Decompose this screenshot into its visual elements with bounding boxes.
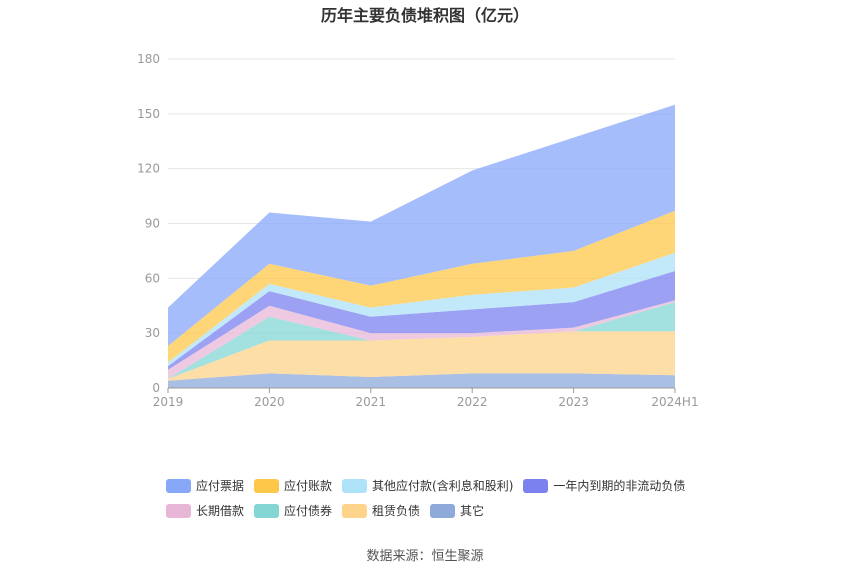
legend-swatch: [166, 503, 191, 518]
area-series-8: [168, 104, 675, 346]
area-series-5: [168, 271, 675, 370]
legend-label: 长期借款: [196, 504, 245, 518]
x-tick-label: 2021: [356, 395, 387, 409]
area-series-1: [168, 373, 675, 388]
y-tick-label: 60: [145, 271, 160, 285]
legend-label: 其它: [460, 504, 485, 518]
x-tick-label: 2024H1: [651, 395, 698, 409]
area-series-4: [168, 300, 675, 379]
y-tick-label: 0: [152, 381, 160, 395]
legend-row: 应付票据 应付账款 其他应付款(含利息和股利) 一年内到期的非流动负债: [166, 473, 726, 498]
x-tick-label: 2020: [254, 395, 285, 409]
legend-item[interactable]: 应付账款: [254, 477, 332, 494]
legend-label: 应付票据: [196, 479, 245, 493]
y-tick-label: 180: [137, 52, 160, 66]
legend-item[interactable]: 应付债券: [254, 502, 332, 519]
x-tick-label: 2023: [558, 395, 589, 409]
legend-label: 一年内到期的非流动负债: [553, 479, 686, 493]
y-tick-label: 90: [145, 217, 160, 231]
legend-swatch: [254, 478, 280, 493]
y-tick-label: 30: [145, 326, 160, 340]
legend-swatch: [342, 503, 368, 518]
x-tick-label: 2022: [457, 395, 488, 409]
x-tick-label: 2019: [153, 395, 184, 409]
area-series-6: [168, 252, 675, 367]
legend-item[interactable]: 应付票据: [166, 477, 244, 494]
legend-row: 长期借款 应付债券 租赁负债 其它: [166, 498, 726, 523]
source-note: 数据来源：恒生聚源: [366, 549, 484, 564]
legend-swatch: [523, 478, 549, 493]
area-series-3: [168, 302, 675, 379]
legend-label: 其他应付款(含利息和股利): [372, 479, 514, 493]
legend: 应付票据 应付账款 其他应付款(含利息和股利) 一年内到期的非流动负债长期借款 应付债券…: [166, 473, 726, 523]
legend-item[interactable]: 长期借款: [166, 502, 244, 519]
area-series-2: [168, 331, 675, 381]
legend-swatch: [342, 478, 368, 493]
area-series-group: [168, 104, 675, 388]
legend-item[interactable]: 租赁负债: [342, 502, 420, 519]
legend-label: 应付债券: [284, 504, 333, 518]
legend-item[interactable]: 其它: [430, 502, 484, 519]
legend-label: 应付账款: [284, 479, 333, 493]
legend-item[interactable]: 一年内到期的非流动负债: [523, 477, 685, 494]
legend-swatch: [430, 503, 456, 518]
legend-item[interactable]: 其他应付款(含利息和股利): [342, 477, 513, 494]
legend-swatch: [166, 478, 191, 493]
area-series-7: [168, 210, 675, 363]
legend-swatch: [254, 503, 280, 518]
axes: 0 30 60 90 120 150 180 2019 2020 2021 2022 2023 2024…: [137, 52, 699, 409]
y-tick-label: 150: [137, 107, 160, 121]
chart-title: 历年主要负债堆积图（亿元）: [320, 6, 529, 25]
legend-label: 租赁负债: [372, 504, 421, 518]
y-tick-label: 120: [137, 162, 160, 176]
